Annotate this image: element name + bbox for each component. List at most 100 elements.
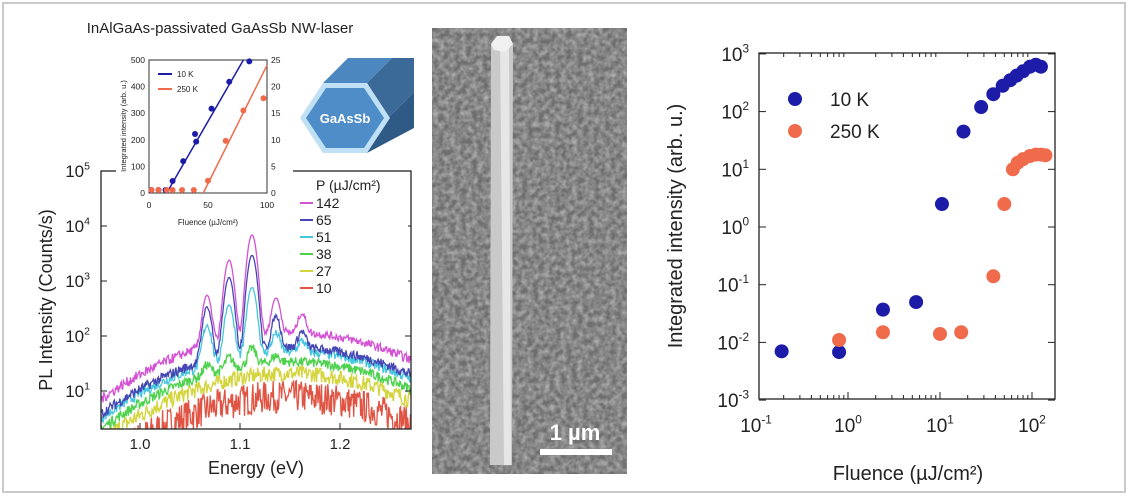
right-x-tick-label: 10-1: [740, 413, 772, 437]
y-tick-label: 103: [65, 270, 90, 291]
inset-legend-label: 10 K: [177, 70, 194, 79]
inset-y-tick-label: 500: [131, 55, 145, 65]
figure-title: InAlGaAs-passivated GaAsSb NW-laser: [87, 20, 354, 37]
right-x-tick-label: 100: [834, 413, 862, 437]
x-axis-title: Energy (eV): [208, 458, 304, 478]
inset-y-title: Integrated intensity (arb. u.): [119, 80, 128, 172]
hexagon-label: GaAsSb: [320, 111, 371, 126]
legend-label-27: 27: [316, 263, 332, 279]
inset-fit-line: [202, 64, 268, 194]
spectrum-line-10: [133, 379, 411, 429]
legend-label-51: 51: [316, 229, 332, 245]
inset-point: [179, 187, 186, 193]
inset-point: [155, 187, 162, 193]
right-y-tick-label: 102: [721, 100, 749, 124]
spectrum-line-65: [101, 255, 411, 419]
right-x-tick-label: 101: [926, 413, 954, 437]
inset-point: [226, 78, 233, 85]
nanowire-hexagon-illustration: GaAsSb: [300, 58, 414, 153]
data-point-10K: [934, 197, 949, 212]
inset-point: [180, 158, 187, 165]
x-tick-label: 1.0: [130, 436, 151, 453]
right-y-tick-label: 101: [721, 158, 749, 182]
legend-label-38: 38: [316, 246, 332, 262]
data-point-250K: [997, 197, 1012, 212]
spectrum-line-27: [107, 364, 411, 429]
inset-y-tick-label: 100: [131, 161, 145, 171]
sem-image: 1 µm: [432, 28, 627, 474]
legend-label-65: 65: [316, 212, 332, 228]
inset-y-tick-label: 0: [140, 188, 145, 198]
legend-marker: [788, 124, 802, 138]
y-tick-label: 102: [65, 325, 90, 346]
data-point-250K: [875, 325, 890, 340]
right-y-tick-label: 10-1: [717, 273, 749, 297]
inset-point: [205, 177, 211, 184]
inset-point: [208, 105, 215, 112]
inset-right-tick-label: 0: [271, 188, 276, 198]
inset-y-tick-label: 400: [131, 82, 145, 92]
y-tick-label: 105: [65, 160, 90, 181]
inset-point: [246, 58, 253, 65]
right-y-tick-label: 10-3: [717, 389, 749, 413]
inset-point: [222, 137, 229, 144]
spectrum-line-142: [101, 234, 411, 403]
inset-point: [240, 107, 247, 114]
spectrum-line-51: [101, 286, 411, 425]
data-point-10K: [1033, 59, 1048, 74]
inset-point: [193, 138, 200, 145]
data-point-250K: [986, 269, 1001, 284]
inset-point: [260, 95, 267, 102]
inset-x-tick-label: 50: [203, 200, 213, 210]
x-tick-label: 1.2: [330, 436, 351, 453]
inset-right-tick-label: 15: [271, 108, 281, 118]
legend-bg: [296, 175, 408, 305]
inset-point: [169, 187, 176, 193]
data-point-10K: [986, 87, 1001, 102]
data-point-250K: [1038, 148, 1053, 163]
legend-marker: [788, 92, 802, 106]
inset-right-tick-label: 20: [271, 82, 281, 92]
inset-point: [148, 187, 155, 193]
inset-point: [192, 130, 199, 137]
data-point-10K: [909, 295, 924, 310]
data-point-250K: [933, 326, 947, 341]
fluence-chart: 10-1 100 101 102 10-3 10-2 10-1 100 101 102 103 10 …: [665, 42, 1056, 485]
inset-bg: [116, 50, 293, 230]
right-x-title: Fluence (µJ/cm²): [833, 463, 983, 485]
inset-point: [163, 187, 170, 193]
right-y-tick-label: 10-2: [717, 331, 749, 355]
inset-right-tick-label: 5: [271, 161, 276, 171]
legend-label: 10 K: [830, 90, 869, 111]
inset-right-tick-label: 25: [271, 55, 281, 65]
data-point-250K: [954, 325, 969, 340]
data-point-250K: [832, 333, 847, 348]
scale-bar: [540, 449, 612, 455]
legend-title: P (µJ/cm²): [316, 177, 381, 193]
inset-y-tick-label: 300: [131, 108, 145, 118]
x-tick-label: 1.1: [230, 436, 251, 453]
inset-right-tick-label: 10: [271, 135, 281, 145]
right-y-title: Integrated intensity (arb. u.): [665, 104, 687, 349]
inset-y-tick-label: 200: [131, 135, 145, 145]
data-point-10K: [956, 124, 971, 139]
inset-x-title: Fluence (µJ/cm²): [178, 218, 239, 227]
data-point-10K: [875, 302, 890, 317]
inset-point: [190, 187, 197, 193]
right-plot-frame: [758, 52, 1056, 400]
legend-label: 250 K: [830, 122, 880, 143]
inset-frame: [148, 59, 268, 194]
legend-label-10: 10: [316, 280, 332, 296]
inset-x-tick-label: 0: [147, 200, 152, 210]
data-point-10K: [974, 100, 989, 115]
right-y-tick-label: 100: [721, 215, 749, 239]
data-point-10K: [774, 344, 789, 359]
spectrum-line-38: [101, 344, 411, 429]
data-point-10K: [832, 345, 847, 360]
legend-label-142: 142: [316, 195, 340, 211]
inset-legend-label: 250 K: [177, 85, 199, 94]
inset-x-tick-label: 100: [260, 200, 274, 210]
y-axis-title: PL Intensity (Counts/s): [36, 209, 56, 390]
inset-point: [169, 178, 176, 185]
